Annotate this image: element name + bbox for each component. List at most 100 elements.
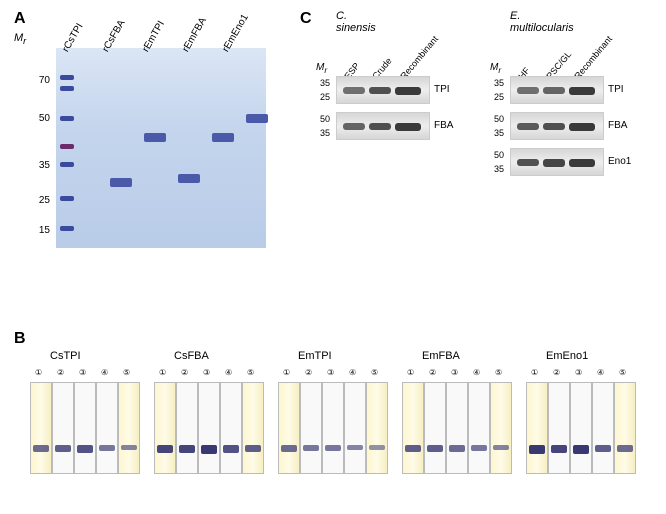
- strip-band: [223, 445, 239, 453]
- strip: [322, 382, 344, 474]
- strip-num: ③: [451, 368, 458, 377]
- mr-c-label: Mr: [316, 62, 327, 75]
- blot-band: [517, 159, 539, 166]
- strip-band: [449, 445, 465, 452]
- strip-band: [617, 445, 633, 452]
- group-label: EmTPI: [298, 350, 332, 362]
- strip-num: ②: [553, 368, 560, 377]
- strip-band: [471, 445, 487, 451]
- group-label: EmFBA: [422, 350, 460, 362]
- strip-band: [573, 445, 589, 454]
- strip-num: ①: [35, 368, 42, 377]
- ladder-band: [60, 75, 74, 80]
- group-label: EmEno1: [546, 350, 588, 362]
- mr-a-m: M: [14, 32, 23, 44]
- blot-band: [343, 123, 365, 130]
- strip-band: [325, 445, 341, 451]
- blot-band: [395, 123, 421, 131]
- strip: [52, 382, 74, 474]
- marker-c: 50: [490, 114, 504, 124]
- strip-band: [77, 445, 93, 453]
- mr-c-label: Mr: [490, 62, 501, 75]
- strip-num: ③: [203, 368, 210, 377]
- marker-c: 35: [490, 128, 504, 138]
- strip: [446, 382, 468, 474]
- strip-num: ①: [531, 368, 538, 377]
- marker-a: 35: [32, 160, 50, 171]
- strip-num: ④: [473, 368, 480, 377]
- strip-band: [121, 445, 137, 450]
- strip: [74, 382, 96, 474]
- blot-row-label: FBA: [608, 120, 627, 131]
- strip-num: ②: [305, 368, 312, 377]
- strip: [490, 382, 512, 474]
- strip-band: [427, 445, 443, 452]
- blot-row-label: TPI: [434, 84, 450, 95]
- strip-band: [179, 445, 195, 453]
- marker-c: 50: [316, 114, 330, 124]
- marker-c: 35: [316, 78, 330, 88]
- ladder-band: [60, 226, 74, 231]
- strip-band: [281, 445, 297, 452]
- marker-a: 25: [32, 195, 50, 206]
- strip: [548, 382, 570, 474]
- blot-strip: [510, 148, 604, 176]
- blot-band: [569, 87, 595, 95]
- group-label: CsTPI: [50, 350, 81, 362]
- strip: [614, 382, 636, 474]
- blot-strip: [510, 112, 604, 140]
- marker-c: 35: [490, 164, 504, 174]
- strip: [96, 382, 118, 474]
- strip: [300, 382, 322, 474]
- blot-band: [543, 123, 565, 130]
- strip: [118, 382, 140, 474]
- mr-a-r: r: [23, 36, 26, 46]
- blot-strip: [510, 76, 604, 104]
- blot-band: [395, 87, 421, 95]
- blot-strip: [336, 76, 430, 104]
- strip: [220, 382, 242, 474]
- protein-band: [246, 114, 268, 123]
- strip-num: ④: [597, 368, 604, 377]
- strip: [402, 382, 424, 474]
- blot-row-label: FBA: [434, 120, 453, 131]
- strip-num: ①: [283, 368, 290, 377]
- strip-num: ②: [181, 368, 188, 377]
- strip-num: ⑤: [123, 368, 130, 377]
- strip-band: [245, 445, 261, 452]
- mr-a-label: Mr: [14, 32, 26, 46]
- strip-band: [405, 445, 421, 452]
- strip: [176, 382, 198, 474]
- ladder-band: [60, 196, 74, 201]
- blot-band: [543, 159, 565, 167]
- lanec-label: Recombinant: [398, 34, 440, 81]
- organism-label-cs: C. sinensis: [336, 10, 376, 34]
- ladder-band: [60, 116, 74, 121]
- strip-band: [55, 445, 71, 452]
- protein-band: [110, 178, 132, 187]
- strip: [570, 382, 592, 474]
- protein-band: [212, 133, 234, 142]
- protein-band: [178, 174, 200, 183]
- strip-band: [493, 445, 509, 450]
- blot-strip: [336, 112, 430, 140]
- strip: [198, 382, 220, 474]
- strip-num: ⑤: [495, 368, 502, 377]
- group-label: CsFBA: [174, 350, 209, 362]
- strip: [242, 382, 264, 474]
- blot-band: [543, 87, 565, 94]
- marker-c: 35: [490, 78, 504, 88]
- organism-label-em: E. multilocularis: [510, 10, 574, 34]
- marker-c: 35: [316, 128, 330, 138]
- blot-band: [343, 87, 365, 94]
- strip-num: ②: [57, 368, 64, 377]
- ladder-band: [60, 86, 74, 91]
- strip-num: ②: [429, 368, 436, 377]
- strip: [468, 382, 490, 474]
- blot-band: [569, 159, 595, 167]
- marker-c: 25: [316, 92, 330, 102]
- strip-num: ③: [327, 368, 334, 377]
- strip-num: ⑤: [371, 368, 378, 377]
- strip-band: [369, 445, 385, 450]
- strip-num: ⑤: [619, 368, 626, 377]
